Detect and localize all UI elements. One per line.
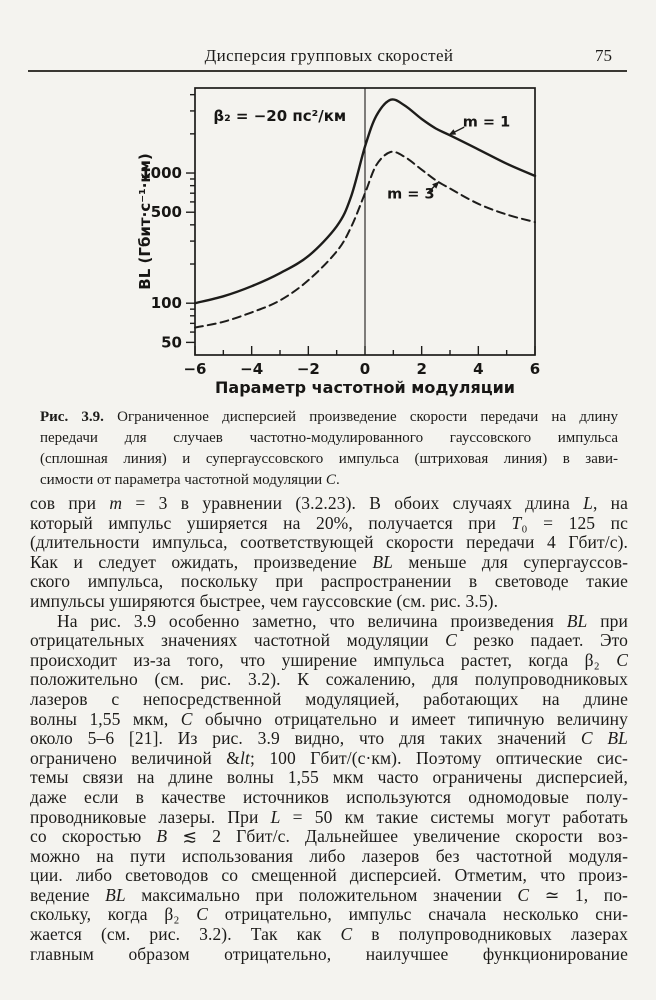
text-line: волны 1,55 мкм, C обычно отрицательно и … — [30, 708, 628, 729]
page-number: 75 — [595, 46, 612, 65]
svg-text:6: 6 — [530, 360, 540, 378]
series-curve-0 — [193, 98, 537, 305]
paragraph: На рис. 3.9 особенно заметно, что величи… — [30, 610, 629, 965]
caption-line: симости от параметра частотной модуляции… — [40, 472, 340, 488]
series-label-1: m = 3 — [387, 181, 440, 202]
text-line: сов при m = 3 в уравнении (3.2.23). В об… — [30, 493, 629, 513]
x-tick-labels: −6 −4 −2 0 2 4 6 — [183, 360, 540, 378]
text-line: ограничено величиной &lt; 100 Гбит/(с·км… — [30, 747, 628, 768]
y-axis — [186, 93, 195, 344]
x-axis-label: Параметр частотной модуляции — [215, 378, 515, 397]
text-line: даже если в качестве источников использу… — [30, 786, 628, 807]
text-line: темы связи на длине волны 1,55 мкм часто… — [30, 767, 628, 788]
text-line: отрицательных значениях частотной модуля… — [30, 630, 628, 651]
figure-chart: −6 −4 −2 0 2 4 6 50 100 500 1000 m = 1 m = 3 β₂ = −20… — [136, 87, 540, 397]
series-label-0: m = 1 — [448, 114, 510, 136]
header-rule — [28, 70, 627, 72]
svg-text:−2: −2 — [297, 360, 320, 378]
svg-text:m = 1: m = 1 — [463, 114, 510, 130]
text-line: около 5–6 [21]. Из рис. 3.9 видно, что д… — [30, 728, 628, 749]
svg-text:500: 500 — [151, 203, 182, 221]
svg-text:50: 50 — [161, 333, 182, 351]
page-header: Дисперсия групповых скоростей 75 — [30, 46, 628, 68]
svg-text:−6: −6 — [183, 360, 206, 378]
text-line: На рис. 3.9 особенно заметно, что величи… — [57, 610, 628, 631]
text-line: скольку, когда β₂ C отрицательно, импуль… — [30, 904, 629, 925]
svg-text:m = 3: m = 3 — [387, 186, 434, 202]
text-line: главным образом отрицательно, наилучшее … — [30, 943, 628, 964]
text-line: импульсы уширяются быстрее, чем гауссовс… — [30, 590, 499, 611]
caption-line: (сплошная линия) и супергауссовского имп… — [40, 451, 618, 467]
y-tick-labels: 50 100 500 1000 — [140, 164, 182, 351]
svg-text:4: 4 — [473, 360, 483, 378]
svg-text:2: 2 — [416, 360, 426, 378]
beta2-annotation: β₂ = −20 пс²/км — [213, 107, 346, 125]
text-line: ции. либо световодов со смещенной диспер… — [30, 865, 628, 886]
text-line: происходит из-за того, что уширение импу… — [30, 649, 628, 670]
x-axis — [194, 346, 536, 355]
svg-text:0: 0 — [360, 360, 370, 378]
text-line: можно на пути использования либо лазеров… — [30, 845, 628, 866]
running-head-title: Дисперсия групповых скоростей — [204, 46, 454, 65]
caption-line: Рис. 3.9. Ограниченное дисперсией произв… — [40, 409, 618, 425]
series-curve-1 — [194, 150, 536, 329]
figure-3-9: −6 −4 −2 0 2 4 6 50 100 500 1000 m = 1 m = 3 β₂ = −20… — [0, 78, 656, 400]
figure-caption: Рис. 3.9. Ограниченное дисперсией произв… — [40, 407, 618, 491]
paragraph: сов при m = 3 в уравнении (3.2.23). В об… — [30, 493, 629, 612]
text-line: ского импульса, поскольку при распростра… — [30, 571, 628, 592]
caption-label: Рис. 3.9. — [40, 409, 104, 425]
svg-text:100: 100 — [151, 294, 182, 312]
text-line: жается (см. рис. 3.2). Так как C в полуп… — [30, 924, 628, 945]
text-line: со скоростью B ≲ 2 Гбит/с. Дальнейшее ув… — [30, 826, 629, 847]
svg-text:−4: −4 — [240, 360, 263, 378]
body-text: сов при m = 3 в уравнении (3.2.23). В об… — [30, 493, 629, 965]
text-line: лазеров с непосредственной модуляцией, р… — [30, 688, 628, 709]
text-line: (длительности импульса, соответствующей … — [30, 532, 628, 553]
svg-text:1000: 1000 — [140, 164, 182, 182]
caption-line: передачи для случаев частотно-модулирова… — [40, 430, 618, 446]
text-line: положительно (см. рис. 3.2). К сожалению… — [30, 669, 628, 690]
text-line: который импульс уширяется на 20%, получа… — [30, 512, 628, 533]
text-line: проводниковые лазеры. При L = 50 км таки… — [30, 806, 628, 827]
text-line: Как и следует ожидать, произведение BL м… — [30, 551, 629, 572]
y-axis-label: BL (Гбит·с⁻¹·км) — [136, 153, 154, 289]
text-line: ведение BL максимально при положительном… — [30, 884, 628, 905]
